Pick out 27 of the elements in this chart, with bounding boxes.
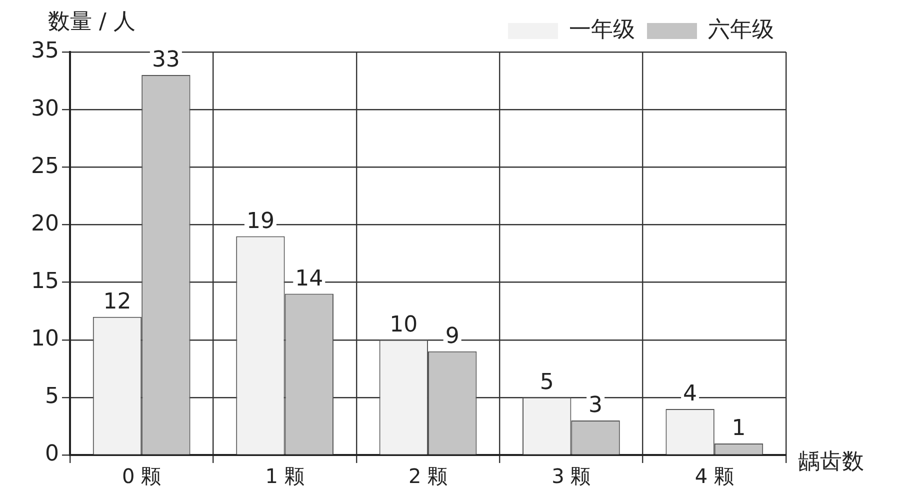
y-tick-label: 20 — [30, 211, 59, 236]
data-label: 4 — [683, 382, 698, 407]
y-tick-label: 5 — [44, 384, 59, 410]
y-tick-label: 25 — [30, 154, 59, 179]
y-tick-label: 35 — [30, 38, 59, 64]
legend-label: 一年级 — [569, 18, 635, 43]
data-label: 12 — [103, 290, 132, 315]
y-axis-title: 数量 / 人 — [48, 10, 136, 35]
x-tick-label: 2 颗 — [408, 464, 448, 488]
x-tick-label: 0 颗 — [122, 464, 162, 488]
data-label: 14 — [295, 266, 324, 292]
data-label: 10 — [390, 312, 418, 338]
data-label: 33 — [152, 48, 180, 73]
y-tick-label: 0 — [44, 442, 59, 467]
data-label: 19 — [246, 208, 274, 234]
data-label: 3 — [588, 393, 603, 418]
x-tick-label: 1 颗 — [265, 464, 304, 488]
y-tick-label: 10 — [30, 326, 59, 352]
x-tick-label: 4 颗 — [694, 464, 734, 488]
data-label: 1 — [732, 416, 746, 442]
x-tick-label: 3 颗 — [552, 464, 591, 488]
legend-label: 六年级 — [708, 18, 774, 43]
x-axis-title: 龋齿数 — [798, 450, 864, 475]
data-label: 9 — [445, 324, 460, 350]
data-label: 5 — [540, 370, 554, 396]
y-tick-label: 15 — [30, 269, 59, 294]
y-tick-label: 30 — [30, 96, 59, 122]
